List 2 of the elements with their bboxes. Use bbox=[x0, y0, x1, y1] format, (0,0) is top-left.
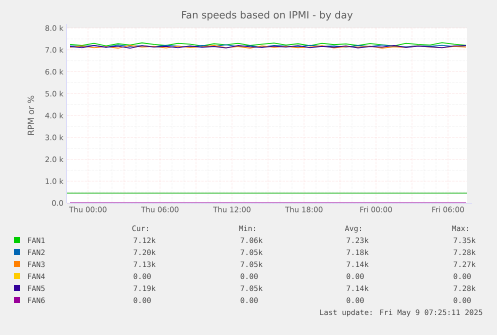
y-axis-title: RPM or % bbox=[28, 96, 34, 135]
chart-title: Fan speeds based on IPMI - by day bbox=[182, 10, 353, 21]
